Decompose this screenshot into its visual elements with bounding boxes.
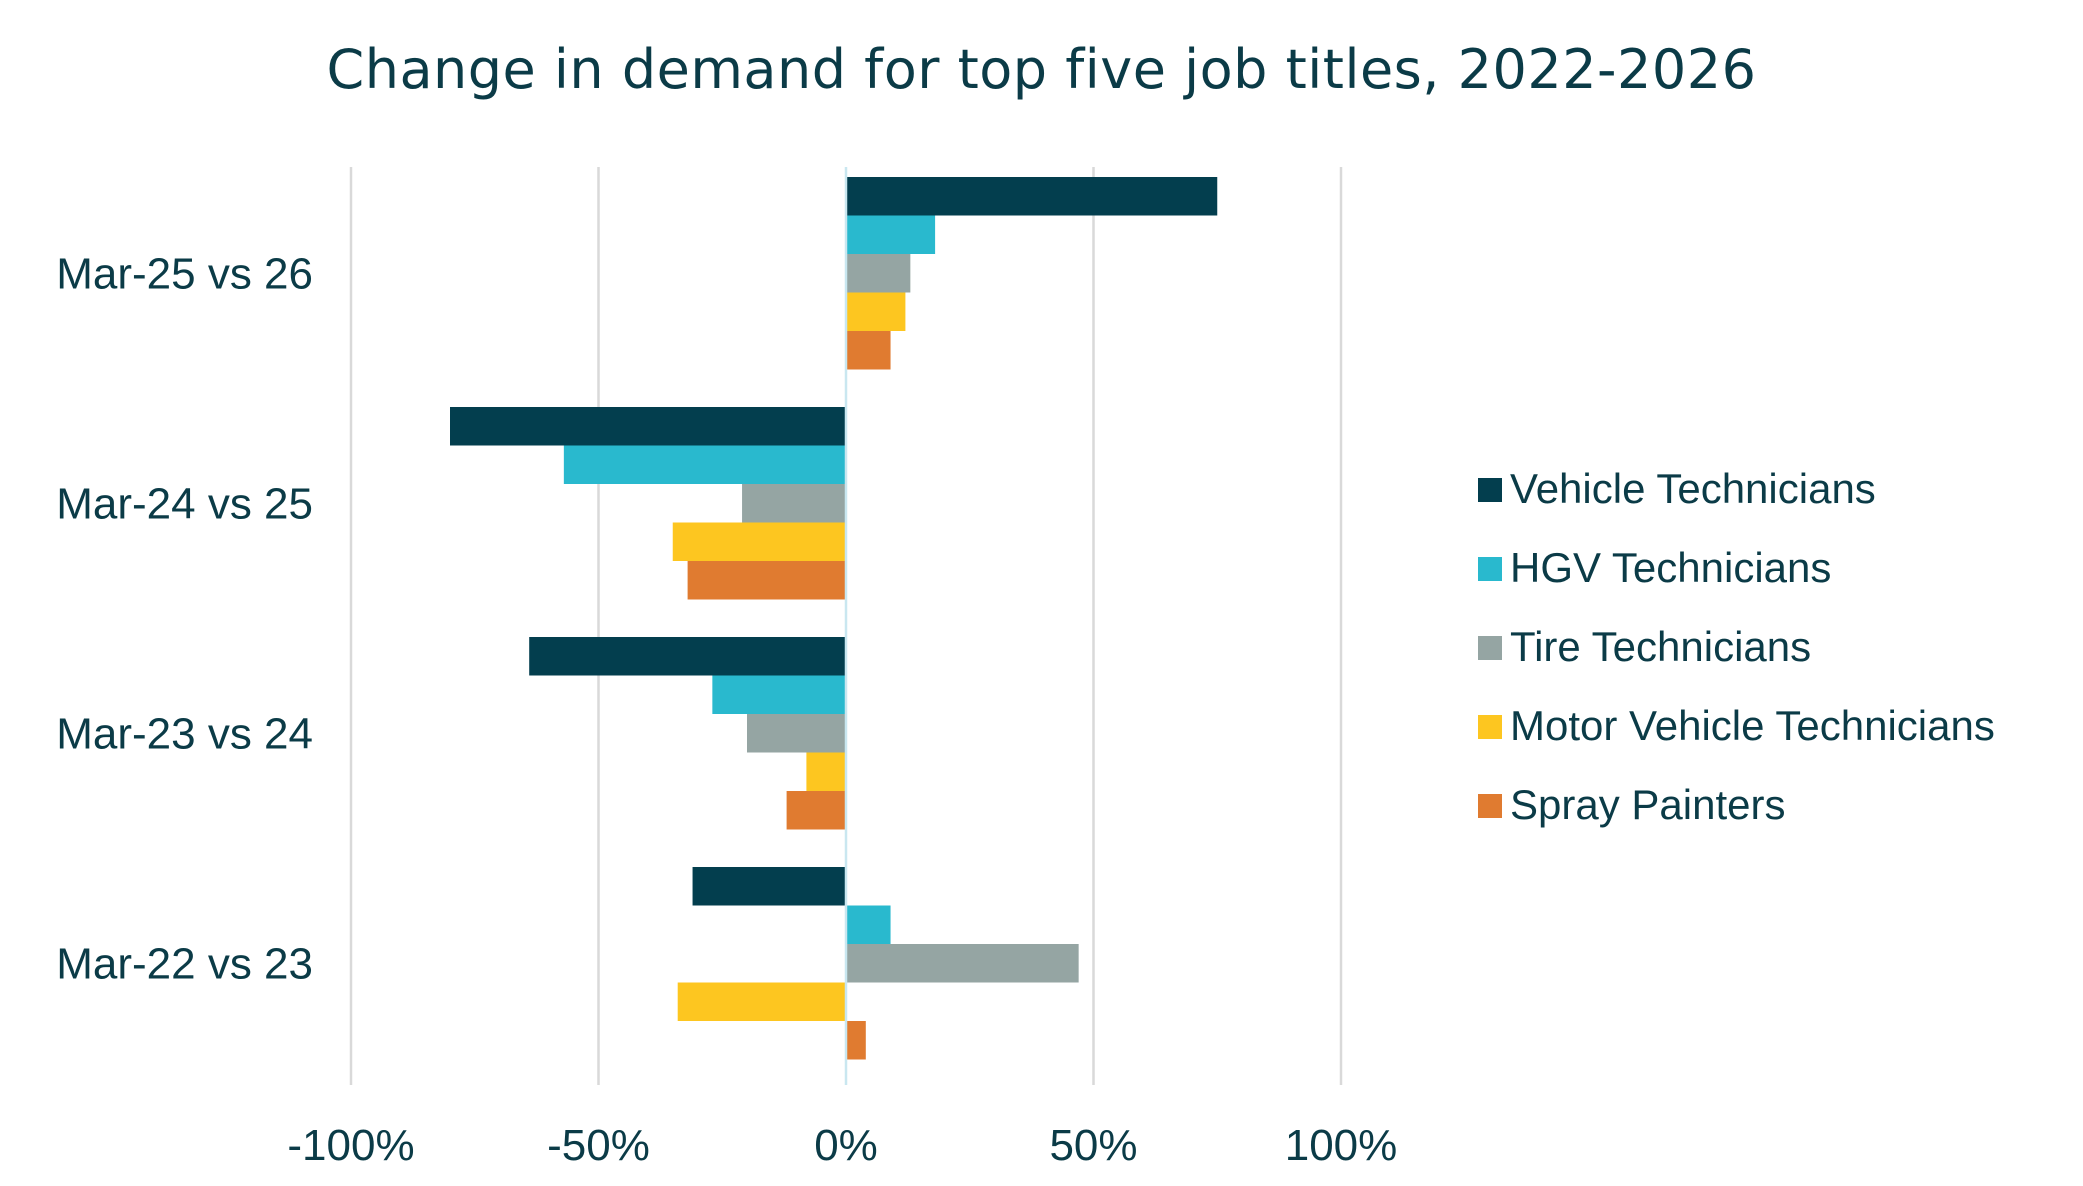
bars (450, 177, 1218, 1060)
legend-label: Vehicle Technicians (1510, 465, 1876, 512)
category-label: Mar-22 vs 23 (56, 939, 313, 988)
bar-vehicle-technicians (846, 177, 1218, 216)
legend-item: Spray Painters (1478, 781, 1785, 828)
legend-label: Spray Painters (1510, 781, 1785, 828)
bar-vehicle-technicians (450, 407, 846, 446)
x-tick-label: 0% (814, 1121, 878, 1170)
bar-hgv-technicians (563, 445, 846, 484)
bar-hgv-technicians (846, 215, 936, 254)
bar-hgv-technicians (846, 905, 891, 944)
legend-swatch (1478, 794, 1502, 818)
x-tick-label: 100% (1285, 1121, 1398, 1170)
bar-vehicle-technicians (529, 637, 846, 676)
bar-vehicle-technicians (692, 867, 846, 906)
legend-swatch (1478, 636, 1502, 660)
bar-spray-painters (687, 561, 846, 600)
bar-motor-vehicle-technicians (672, 522, 846, 561)
bar-hgv-technicians (712, 675, 846, 714)
category-label: Mar-23 vs 24 (56, 709, 313, 758)
x-tick-label: -100% (287, 1121, 414, 1170)
chart-title: Change in demand for top five job titles… (326, 38, 1757, 101)
legend-swatch (1478, 478, 1502, 502)
legend-item: Motor Vehicle Technicians (1478, 702, 1995, 749)
bar-spray-painters (786, 791, 846, 830)
bar-motor-vehicle-technicians (806, 752, 846, 791)
bar-tire-technicians (747, 714, 846, 753)
x-tick-label: -50% (547, 1121, 650, 1170)
bar-spray-painters (846, 331, 891, 370)
legend-item: Tire Technicians (1478, 623, 1811, 670)
gridlines (349, 167, 1343, 1085)
legend-swatch (1478, 557, 1502, 581)
category-label: Mar-25 vs 26 (56, 249, 313, 298)
category-label: Mar-24 vs 25 (56, 479, 313, 528)
x-axis-tick-labels: -100% -50% 0% 50% 100% (287, 1121, 1397, 1170)
bar-tire-technicians (846, 944, 1079, 983)
bar-spray-painters (846, 1021, 866, 1060)
bar-motor-vehicle-technicians (846, 292, 906, 331)
legend-swatch (1478, 715, 1502, 739)
bar-motor-vehicle-technicians (677, 982, 846, 1021)
legend-label: Motor Vehicle Technicians (1510, 702, 1995, 749)
legend-item: HGV Technicians (1478, 544, 1831, 591)
legend-label: Tire Technicians (1510, 623, 1811, 670)
legend-label: HGV Technicians (1510, 544, 1831, 591)
category-labels: Mar-25 vs 26 Mar-24 vs 25 Mar-23 vs 24 Mar-… (56, 249, 313, 988)
legend-item: Vehicle Technicians (1478, 465, 1876, 512)
bar-tire-technicians (846, 254, 911, 293)
x-tick-label: 50% (1049, 1121, 1137, 1170)
legend: Vehicle Technicians HGV Technicians Tire T… (1478, 465, 1995, 828)
bar-tire-technicians (742, 484, 846, 523)
